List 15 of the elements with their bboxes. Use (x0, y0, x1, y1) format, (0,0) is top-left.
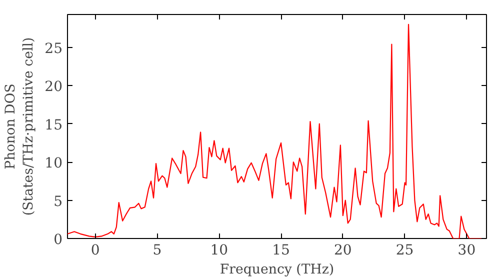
x-tick-label: 10 (210, 242, 228, 258)
x-tick-label: 25 (396, 242, 414, 258)
y-tick-label: 0 (54, 232, 63, 248)
x-tick-label: 20 (334, 242, 352, 258)
y-tick-label: 10 (44, 156, 63, 172)
x-tick-label: 5 (152, 242, 162, 258)
y-tick-label: 20 (44, 79, 63, 96)
x-tick-label: 30 (458, 242, 476, 258)
y-tick-label: 15 (44, 117, 63, 134)
x-axis-title: Frequency (THz) (220, 262, 334, 278)
y-tick-label: 25 (44, 40, 63, 57)
y-axis-title: Phonon DOS (States/THz·primitive cell) (4, 37, 37, 216)
x-tick-label: 0 (90, 242, 100, 258)
y-tick-label: 5 (54, 194, 63, 210)
x-tick-label: 15 (272, 242, 290, 258)
